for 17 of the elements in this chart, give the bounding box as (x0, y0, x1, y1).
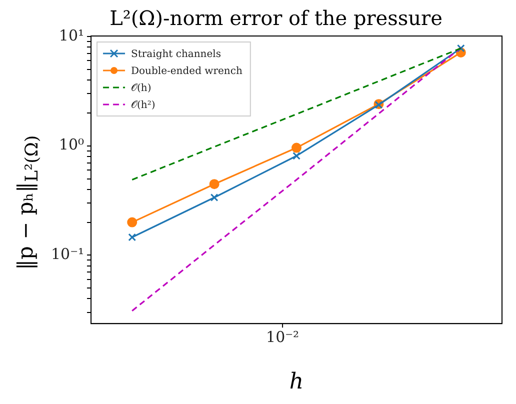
point (209, 179, 220, 190)
legend-label: Straight channels (131, 49, 221, 60)
point (456, 44, 465, 52)
text: 10⁻² (266, 328, 300, 346)
x-axis-title: h (289, 370, 304, 395)
chart-title: L²(Ω)-norm error of the pressure (110, 6, 442, 30)
y-tick-label: 10⁰ (58, 136, 84, 154)
legend-label: 𝒪(h²) (131, 100, 156, 112)
legend-label: 𝒪(h) (131, 83, 152, 94)
point (292, 142, 302, 153)
point (292, 152, 300, 160)
y-tick-label: 10¹ (58, 26, 84, 44)
y-tick-label: 10⁻¹ (50, 245, 84, 264)
point (210, 194, 218, 202)
point (127, 217, 138, 228)
point (128, 233, 136, 242)
legend-label: Double-ended wrench (131, 66, 243, 78)
